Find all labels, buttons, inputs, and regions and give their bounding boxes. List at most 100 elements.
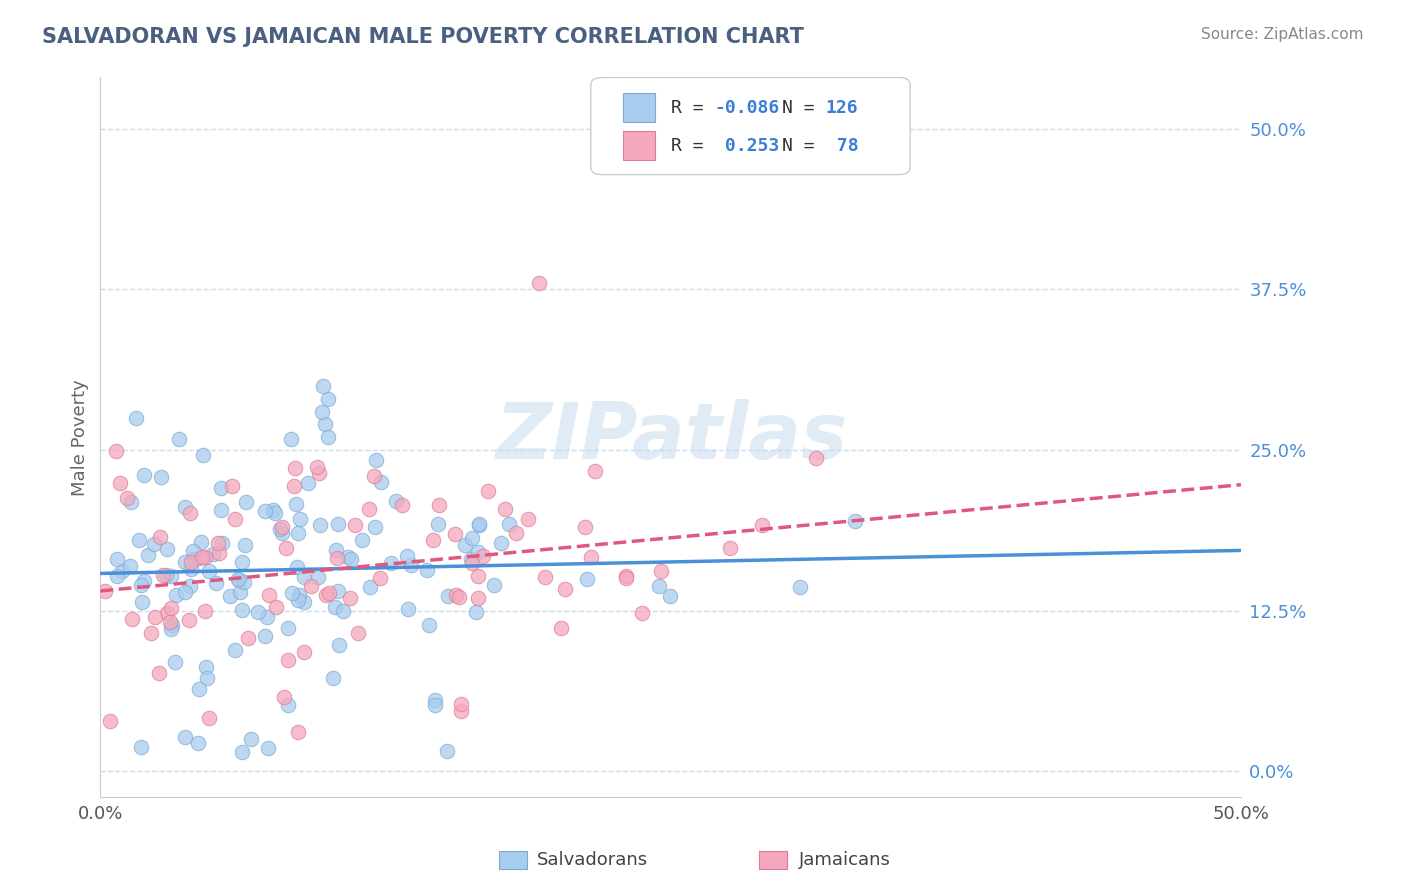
Text: -0.086: -0.086	[714, 99, 779, 117]
Point	[229, 585, 252, 599]
FancyBboxPatch shape	[591, 78, 910, 175]
Point	[461, 531, 484, 545]
Point	[207, 536, 229, 550]
Text: R =: R =	[671, 136, 714, 155]
Point	[211, 536, 233, 550]
Point	[468, 518, 491, 533]
Point	[149, 530, 172, 544]
Point	[325, 543, 347, 558]
Point	[110, 476, 132, 491]
Point	[93, 584, 115, 599]
Point	[277, 621, 299, 635]
Point	[307, 570, 329, 584]
Text: N =: N =	[782, 99, 825, 117]
Point	[287, 525, 309, 540]
Point	[575, 573, 598, 587]
Point	[155, 568, 177, 582]
Point	[231, 556, 253, 570]
Point	[228, 573, 250, 587]
Point	[111, 564, 134, 578]
Point	[370, 475, 392, 490]
Point	[574, 520, 596, 534]
Point	[363, 469, 385, 483]
Point	[198, 564, 221, 578]
Point	[328, 638, 350, 652]
Point	[269, 522, 291, 536]
Point	[159, 569, 181, 583]
Point	[284, 461, 307, 475]
Point	[191, 448, 214, 462]
Point	[308, 517, 330, 532]
Point	[287, 593, 309, 607]
Point	[284, 497, 307, 511]
Point	[281, 586, 304, 600]
Text: Source: ZipAtlas.com: Source: ZipAtlas.com	[1201, 27, 1364, 42]
Point	[162, 618, 184, 632]
Point	[318, 586, 340, 600]
Point	[447, 590, 470, 604]
Point	[180, 562, 202, 576]
Point	[143, 610, 166, 624]
Point	[150, 470, 173, 484]
Point	[314, 417, 336, 432]
Point	[395, 549, 418, 564]
Point	[467, 569, 489, 583]
Point	[156, 541, 179, 556]
Point	[352, 533, 374, 547]
Point	[316, 430, 339, 444]
Point	[156, 606, 179, 620]
Point	[187, 682, 209, 697]
Point	[339, 552, 361, 566]
Point	[328, 584, 350, 599]
Point	[315, 588, 337, 602]
Point	[159, 615, 181, 629]
Point	[283, 479, 305, 493]
Point	[347, 626, 370, 640]
Point	[173, 585, 195, 599]
Point	[194, 604, 217, 618]
Point	[120, 495, 142, 509]
Point	[257, 741, 280, 756]
Point	[399, 558, 422, 573]
Point	[100, 714, 122, 728]
Point	[174, 731, 197, 745]
Point	[384, 494, 406, 508]
Point	[285, 560, 308, 574]
Point	[326, 550, 349, 565]
Text: Salvadorans: Salvadorans	[537, 851, 648, 869]
Point	[529, 276, 551, 290]
Point	[297, 476, 319, 491]
Point	[195, 660, 218, 674]
Point	[498, 516, 520, 531]
Text: Jamaicans: Jamaicans	[799, 851, 890, 869]
Point	[465, 605, 488, 619]
Point	[332, 603, 354, 617]
Point	[165, 587, 187, 601]
Point	[534, 569, 557, 583]
Point	[391, 498, 413, 512]
Point	[159, 622, 181, 636]
Point	[159, 601, 181, 615]
Point	[148, 666, 170, 681]
Point	[614, 571, 637, 585]
Point	[322, 672, 344, 686]
Point	[120, 558, 142, 573]
Point	[461, 557, 484, 571]
Point	[129, 578, 152, 592]
Point	[328, 516, 350, 531]
Point	[494, 502, 516, 516]
Point	[105, 552, 128, 566]
Point	[491, 535, 513, 549]
Point	[264, 506, 287, 520]
Point	[221, 479, 243, 493]
Point	[179, 579, 201, 593]
Text: SALVADORAN VS JAMAICAN MALE POVERTY CORRELATION CHART: SALVADORAN VS JAMAICAN MALE POVERTY CORR…	[42, 27, 804, 46]
Point	[288, 589, 311, 603]
Point	[235, 494, 257, 508]
Point	[308, 466, 330, 480]
Point	[197, 711, 219, 725]
Point	[231, 745, 253, 759]
Point	[650, 564, 672, 578]
Point	[180, 556, 202, 570]
Point	[236, 631, 259, 645]
